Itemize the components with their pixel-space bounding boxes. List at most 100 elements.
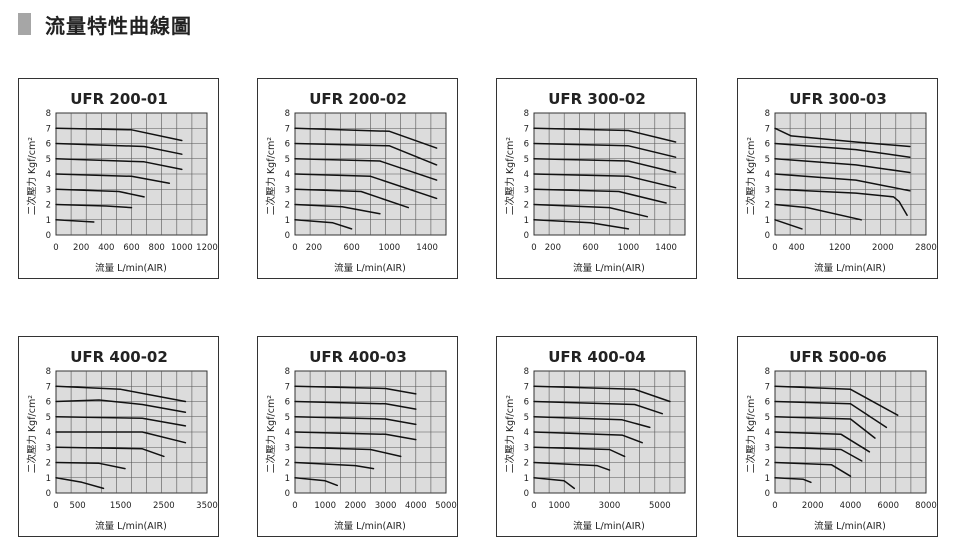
y-tick-label: 8 bbox=[524, 109, 529, 119]
x-tick-label: 2500 bbox=[153, 501, 175, 511]
series-line-3 bbox=[55, 446, 165, 458]
series-line-3 bbox=[294, 446, 402, 458]
x-tick-label: 0 bbox=[772, 243, 777, 253]
x-tick-label: 0 bbox=[531, 243, 536, 253]
y-tick-label: 5 bbox=[765, 413, 770, 423]
chart-title: UFR 400-03 bbox=[309, 348, 407, 366]
x-tick-label: 1000 bbox=[314, 501, 336, 511]
y-tick-label: 3 bbox=[46, 185, 51, 195]
series-line-1 bbox=[774, 219, 803, 230]
series-line-4 bbox=[55, 173, 171, 184]
series-line-6 bbox=[294, 142, 438, 166]
series-line-6 bbox=[774, 142, 911, 158]
series-line-6 bbox=[533, 400, 664, 415]
series-line-6 bbox=[533, 142, 677, 158]
y-tick-label: 1 bbox=[524, 474, 529, 484]
y-tick-label: 3 bbox=[524, 185, 529, 195]
y-axis-label: 二次壓力 Kgf/cm² bbox=[265, 395, 277, 473]
y-tick-label: 8 bbox=[524, 367, 529, 377]
x-tick-label: 200 bbox=[306, 243, 322, 253]
y-tick-label: 3 bbox=[46, 443, 51, 453]
y-tick-label: 4 bbox=[524, 170, 529, 180]
series-line-6 bbox=[55, 399, 187, 413]
y-tick-label: 7 bbox=[46, 382, 51, 392]
chart-title: UFR 400-04 bbox=[548, 348, 646, 366]
y-tick-label: 2 bbox=[765, 201, 770, 211]
x-tick-label: 0 bbox=[292, 501, 297, 511]
y-tick-label: 3 bbox=[285, 185, 290, 195]
chart-title: UFR 200-02 bbox=[309, 90, 407, 108]
y-tick-label: 0 bbox=[46, 489, 51, 499]
y-tick-label: 6 bbox=[765, 398, 770, 408]
x-axis-label: 流量 L/min(AIR) bbox=[95, 520, 167, 532]
y-axis-label: 二次壓力 Kgf/cm² bbox=[26, 395, 38, 473]
x-tick-label: 0 bbox=[772, 501, 777, 511]
y-tick-label: 8 bbox=[765, 367, 770, 377]
series-line-3 bbox=[533, 446, 626, 458]
y-tick-label: 7 bbox=[285, 124, 290, 134]
y-tick-label: 6 bbox=[524, 140, 529, 150]
series-line-2 bbox=[774, 461, 852, 477]
series-line-2 bbox=[55, 461, 126, 470]
chart-ufr-200-02: UFR 200-02 0 1 2 3 4 5 6 7 8 0 200 600 1000 1400 流量 L/m… bbox=[257, 78, 458, 279]
x-axis-label: 流量 L/min(AIR) bbox=[573, 262, 645, 274]
y-tick-label: 0 bbox=[285, 489, 290, 499]
y-tick-label: 2 bbox=[46, 201, 51, 211]
x-tick-label: 1200 bbox=[829, 243, 851, 253]
series-line-2 bbox=[533, 461, 611, 471]
x-axis-label: 流量 L/min(AIR) bbox=[814, 262, 886, 274]
y-axis-label: 二次壓力 Kgf/cm² bbox=[745, 395, 757, 473]
chart-ufr-400-04: UFR 400-04 0 1 2 3 4 5 6 7 8 0 1000 3000 5000 流量 L/min… bbox=[496, 336, 697, 537]
y-tick-label: 1 bbox=[46, 216, 51, 226]
x-tick-label: 2800 bbox=[915, 243, 937, 253]
x-tick-label: 2000 bbox=[802, 501, 824, 511]
series-line-7 bbox=[55, 385, 187, 403]
x-tick-label: 1400 bbox=[655, 243, 677, 253]
chart-title: UFR 300-02 bbox=[548, 90, 646, 108]
y-tick-label: 5 bbox=[46, 413, 51, 423]
series-line-5 bbox=[774, 416, 876, 439]
series-line-4 bbox=[774, 431, 871, 453]
series-line-5 bbox=[294, 416, 417, 426]
series-line-4 bbox=[533, 431, 643, 444]
x-tick-label: 3000 bbox=[375, 501, 397, 511]
series-line-4 bbox=[774, 173, 911, 192]
x-tick-label: 600 bbox=[344, 243, 360, 253]
y-tick-label: 6 bbox=[285, 140, 290, 150]
x-tick-label: 1200 bbox=[196, 243, 218, 253]
series-line-5 bbox=[533, 416, 651, 429]
series-line-5 bbox=[774, 158, 911, 174]
x-tick-label: 1400 bbox=[416, 243, 438, 253]
y-tick-label: 0 bbox=[524, 489, 529, 499]
y-tick-label: 6 bbox=[765, 140, 770, 150]
series-line-1 bbox=[533, 219, 630, 230]
x-tick-label: 0 bbox=[53, 501, 58, 511]
series-line-3 bbox=[774, 446, 863, 462]
x-axis-label: 流量 L/min(AIR) bbox=[334, 262, 406, 274]
y-tick-label: 5 bbox=[524, 413, 529, 423]
x-tick-label: 200 bbox=[545, 243, 561, 253]
x-tick-label: 1000 bbox=[618, 243, 640, 253]
x-tick-label: 8000 bbox=[915, 501, 937, 511]
x-tick-label: 600 bbox=[123, 243, 139, 253]
y-tick-label: 6 bbox=[46, 398, 51, 408]
y-axis-label: 二次壓力 Kgf/cm² bbox=[504, 395, 516, 473]
y-tick-label: 6 bbox=[524, 398, 529, 408]
series-line-2 bbox=[774, 203, 863, 221]
series-line-5 bbox=[55, 416, 187, 427]
x-tick-label: 200 bbox=[73, 243, 89, 253]
series-line-5 bbox=[55, 158, 183, 171]
y-axis-label: 二次壓力 Kgf/cm² bbox=[745, 137, 757, 215]
y-tick-label: 8 bbox=[46, 109, 51, 119]
x-tick-label: 6000 bbox=[877, 501, 899, 511]
chart-title: UFR 300-03 bbox=[789, 90, 887, 108]
chart-ufr-300-03: UFR 300-03 0 1 2 3 4 5 6 7 8 0 400 1200 2000 2800 流量 L/… bbox=[737, 78, 938, 279]
y-tick-label: 8 bbox=[765, 109, 770, 119]
chart-ufr-200-01: UFR 200-01 0 1 2 3 4 5 6 7 8 0 200 400 600 800 1000 1200… bbox=[18, 78, 219, 279]
y-tick-label: 8 bbox=[285, 367, 290, 377]
y-tick-label: 7 bbox=[765, 124, 770, 134]
y-tick-label: 2 bbox=[765, 459, 770, 469]
x-tick-label: 2000 bbox=[872, 243, 894, 253]
x-axis-label: 流量 L/min(AIR) bbox=[814, 520, 886, 532]
y-tick-label: 0 bbox=[46, 231, 51, 241]
